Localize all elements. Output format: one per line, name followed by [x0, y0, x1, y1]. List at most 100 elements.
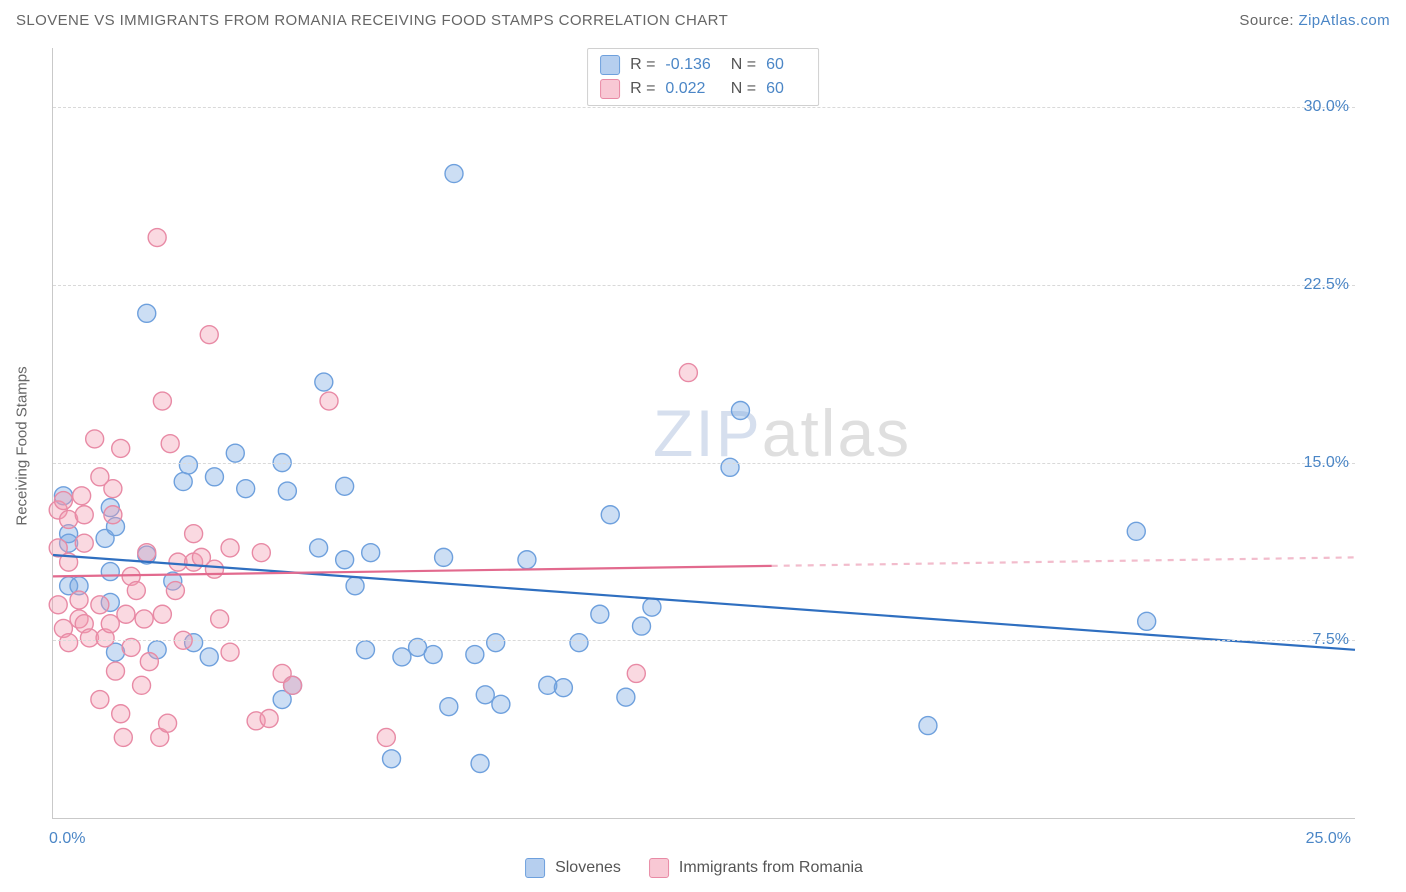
data-point — [127, 582, 145, 600]
data-point — [114, 728, 132, 746]
data-point — [54, 492, 72, 510]
data-point — [424, 646, 442, 664]
data-point — [919, 717, 937, 735]
data-point — [104, 480, 122, 498]
stat-value-n: 60 — [766, 56, 794, 74]
chart-title: SLOVENE VS IMMIGRANTS FROM ROMANIA RECEI… — [16, 12, 728, 29]
data-point — [237, 480, 255, 498]
data-point — [492, 695, 510, 713]
data-point — [315, 373, 333, 391]
data-point — [49, 596, 67, 614]
data-point — [200, 648, 218, 666]
y-axis-title: Receiving Food Stamps — [14, 366, 31, 525]
legend-swatch — [600, 79, 620, 99]
data-point — [91, 596, 109, 614]
data-point — [601, 506, 619, 524]
data-point — [211, 610, 229, 628]
y-tick-label: 7.5% — [1313, 631, 1349, 649]
trend-line-extrapolated — [772, 557, 1355, 565]
chart-container: SLOVENE VS IMMIGRANTS FROM ROMANIA RECEI… — [0, 0, 1406, 892]
data-point — [377, 728, 395, 746]
series-legend: Slovenes Immigrants from Romania — [525, 858, 881, 878]
data-point — [104, 506, 122, 524]
stat-label-r: R = — [626, 56, 659, 74]
data-point — [140, 653, 158, 671]
data-point — [101, 563, 119, 581]
x-tick-label: 0.0% — [49, 830, 85, 848]
trend-line — [53, 566, 772, 576]
data-point — [185, 525, 203, 543]
data-point — [1138, 612, 1156, 630]
title-bar: SLOVENE VS IMMIGRANTS FROM ROMANIA RECEI… — [16, 12, 1390, 29]
scatter-svg — [53, 48, 1355, 818]
data-point — [112, 705, 130, 723]
legend-swatch — [649, 858, 669, 878]
data-point — [117, 605, 135, 623]
data-point — [226, 444, 244, 462]
stat-value-r: -0.136 — [665, 56, 720, 74]
stat-value-n: 60 — [766, 80, 794, 98]
data-point — [346, 577, 364, 595]
data-point — [205, 560, 223, 578]
data-point — [252, 544, 270, 562]
gridline — [53, 463, 1355, 464]
data-point — [471, 755, 489, 773]
data-point — [60, 634, 78, 652]
data-point — [393, 648, 411, 666]
data-point — [166, 582, 184, 600]
stat-label-r: R = — [626, 80, 659, 98]
data-point — [278, 482, 296, 500]
source-label: Source: — [1239, 12, 1294, 29]
data-point — [179, 456, 197, 474]
data-point — [336, 551, 354, 569]
y-tick-label: 15.0% — [1304, 454, 1349, 472]
data-point — [721, 458, 739, 476]
data-point — [75, 506, 93, 524]
trend-line — [53, 555, 1355, 650]
data-point — [440, 698, 458, 716]
data-point — [221, 539, 239, 557]
data-point — [91, 691, 109, 709]
y-tick-label: 30.0% — [1304, 98, 1349, 116]
data-point — [1127, 522, 1145, 540]
data-point — [174, 473, 192, 491]
data-point — [466, 646, 484, 664]
data-point — [570, 634, 588, 652]
data-point — [356, 641, 374, 659]
data-point — [591, 605, 609, 623]
data-point — [205, 468, 223, 486]
data-point — [633, 617, 651, 635]
data-point — [310, 539, 328, 557]
data-point — [138, 304, 156, 322]
data-point — [627, 664, 645, 682]
correlation-legend: R =-0.136N =60R =0.022N =60 — [587, 48, 819, 106]
y-tick-label: 22.5% — [1304, 276, 1349, 294]
data-point — [221, 643, 239, 661]
data-point — [73, 487, 91, 505]
legend-swatch — [600, 55, 620, 75]
source-link[interactable]: ZipAtlas.com — [1299, 12, 1391, 29]
data-point — [106, 662, 124, 680]
legend-label: Slovenes — [555, 859, 621, 877]
data-point — [731, 401, 749, 419]
data-point — [435, 548, 453, 566]
stat-label-n: N = — [727, 56, 760, 74]
data-point — [476, 686, 494, 704]
gridline — [53, 285, 1355, 286]
stat-value-r: 0.022 — [665, 80, 720, 98]
legend-label: Immigrants from Romania — [679, 859, 863, 877]
data-point — [336, 477, 354, 495]
source-attribution: Source: ZipAtlas.com — [1239, 12, 1390, 29]
data-point — [159, 714, 177, 732]
chart-plot-area: ZIPatlas 7.5%15.0%22.5%30.0%0.0%25.0% — [52, 48, 1355, 819]
data-point — [161, 435, 179, 453]
data-point — [554, 679, 572, 697]
data-point — [320, 392, 338, 410]
x-tick-label: 25.0% — [1306, 830, 1351, 848]
data-point — [445, 165, 463, 183]
data-point — [518, 551, 536, 569]
data-point — [679, 364, 697, 382]
data-point — [487, 634, 505, 652]
data-point — [101, 615, 119, 633]
data-point — [153, 392, 171, 410]
